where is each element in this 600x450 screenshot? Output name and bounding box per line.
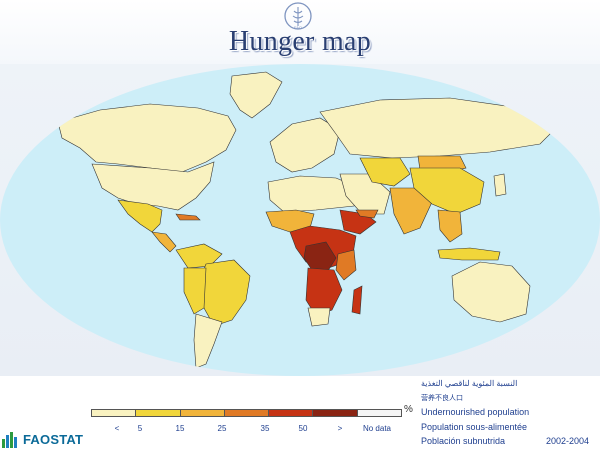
region-japan bbox=[494, 174, 506, 196]
legend-swatch bbox=[181, 410, 225, 416]
legend-tick: > bbox=[338, 424, 343, 433]
faostat-logo-icon bbox=[1, 429, 21, 449]
legend-swatch bbox=[358, 410, 401, 416]
legend-title-zh: 营养不良人口 bbox=[421, 393, 463, 403]
legend-no-data: No data bbox=[363, 424, 391, 433]
legend-title-en: Undernourished population bbox=[421, 407, 529, 417]
legend-swatch bbox=[269, 410, 313, 416]
legend: النسبة المئوية لناقصي التغذية 营养不良人口 % <… bbox=[0, 376, 600, 450]
legend-tick: 25 bbox=[218, 424, 227, 433]
map-panel bbox=[0, 64, 600, 376]
legend-swatch bbox=[92, 410, 136, 416]
legend-years: 2002-2004 bbox=[546, 436, 589, 446]
region-new-zealand bbox=[544, 314, 556, 336]
legend-tick: < bbox=[115, 424, 120, 433]
legend-swatch bbox=[136, 410, 180, 416]
page-title: Hunger map bbox=[0, 26, 600, 58]
legend-tick: 35 bbox=[261, 424, 270, 433]
legend-scale-bar bbox=[91, 409, 402, 417]
region-south-africa bbox=[308, 308, 330, 326]
legend-swatch bbox=[225, 410, 269, 416]
legend-title-es: Población subnutrida bbox=[421, 436, 505, 446]
faostat-brand: FAOSTAT bbox=[23, 432, 83, 447]
legend-tick: 50 bbox=[299, 424, 308, 433]
world-hunger-map bbox=[0, 64, 600, 376]
header: FAO Hunger map bbox=[0, 0, 600, 64]
legend-swatch bbox=[313, 410, 357, 416]
legend-title-ar: النسبة المئوية لناقصي التغذية bbox=[421, 379, 517, 388]
legend-unit: % bbox=[404, 404, 413, 415]
legend-title-fr: Population sous-alimentée bbox=[421, 422, 527, 432]
legend-tick: 5 bbox=[138, 424, 142, 433]
legend-tick: 15 bbox=[176, 424, 185, 433]
